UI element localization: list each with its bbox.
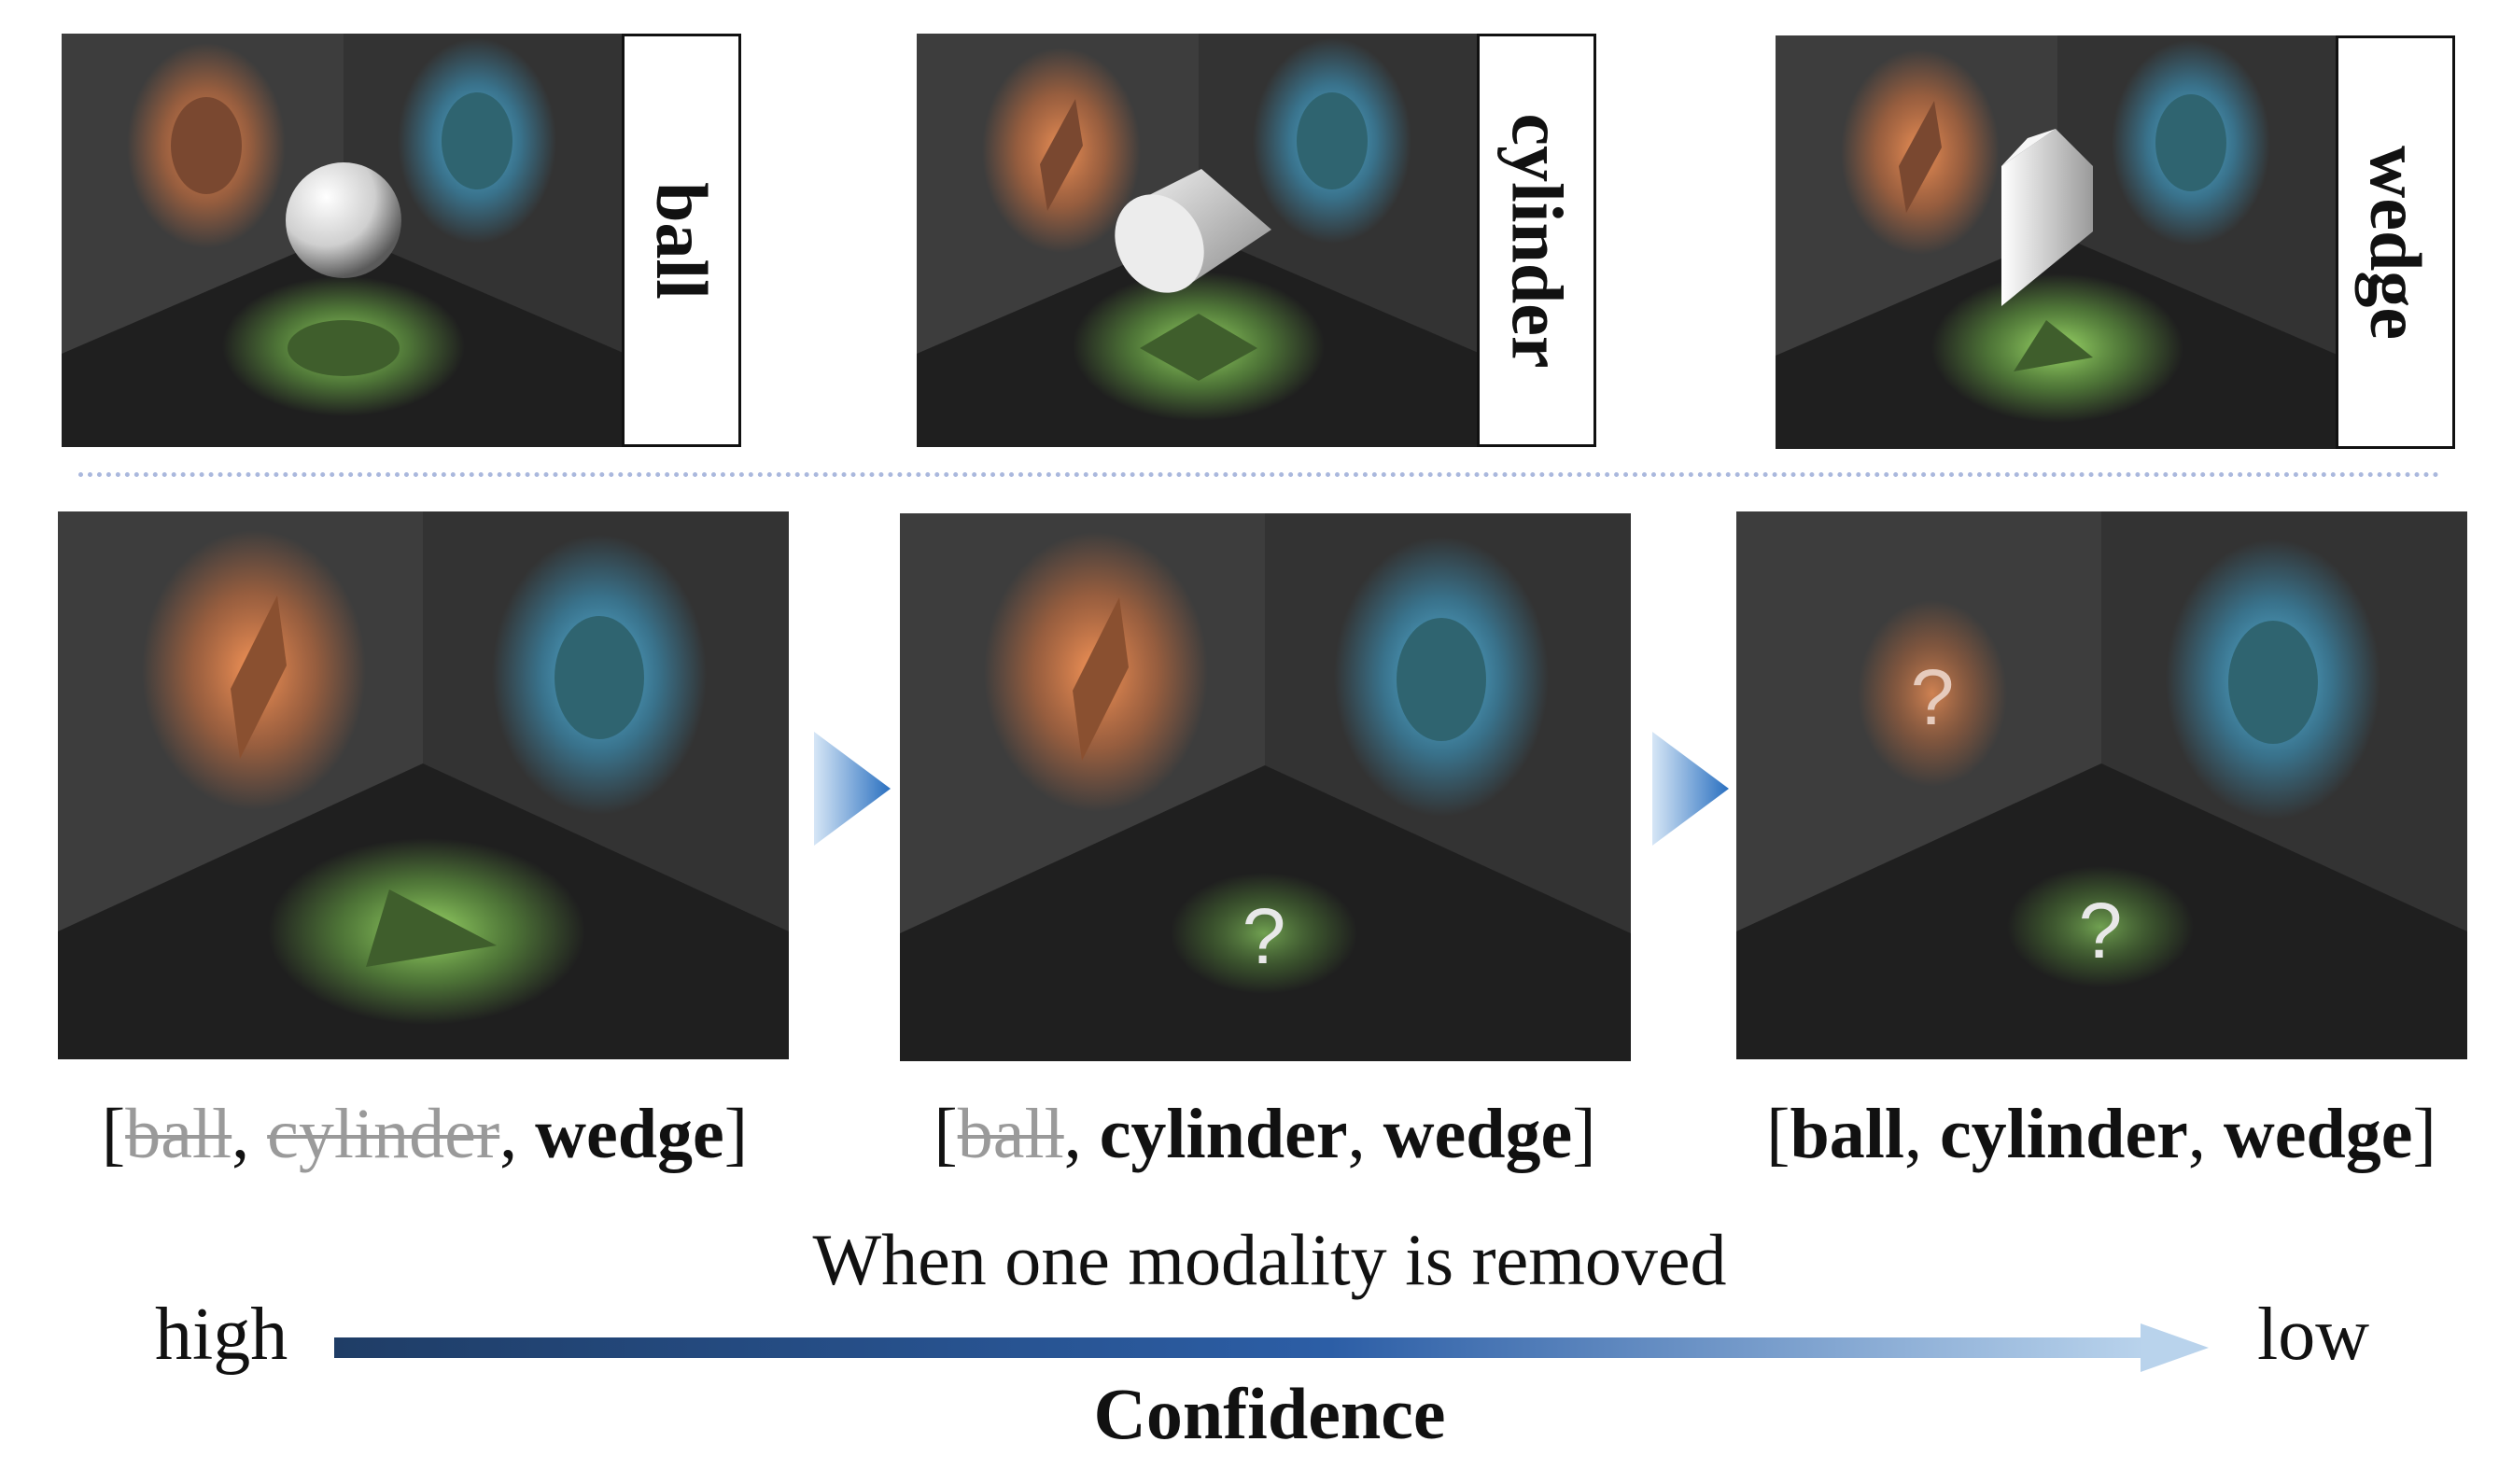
bottom-scene-3: ? ? [1736,511,2467,1059]
caption-3: [ball, cylinder, wedge] [1705,1083,2498,1185]
label-box-wedge: wedge [2336,35,2455,449]
scene-full-modalities [58,511,789,1059]
bracket-open: [ [934,1094,958,1173]
caption-item-wedge: wedge [1383,1094,1573,1173]
ball-object [286,162,401,278]
caption-item-wedge: wedge [2223,1094,2413,1173]
caption-item-ball: ball [125,1094,232,1173]
dotted-divider [78,472,2440,477]
blue-ellipse [2155,94,2226,191]
cylinder-object [1115,169,1271,293]
blue-ellipse [555,616,644,739]
green-triangle [366,889,497,967]
green-glow [2007,866,2194,987]
top-scene-ball [62,34,625,447]
green-unknown-mark: ? [1242,892,1286,980]
caption-item-cylinder: cylinder [1099,1094,1348,1173]
blue-ellipse [1397,618,1486,741]
scene-visual-removed: ? [900,513,1631,1061]
caption-item-ball: ball [1790,1094,1904,1173]
caption-1: [ball, cylinder, wedge] [37,1083,812,1185]
bracket-open: [ [101,1094,126,1173]
confidence-arrow [334,1322,2211,1374]
scene-cylinder-image [917,34,1481,447]
orange-rhombus [1073,597,1129,761]
label-box-ball: ball [622,34,741,447]
axis-label-low: low [2257,1294,2369,1376]
orange-ellipse [171,97,242,194]
orange-glow [1858,600,2007,787]
label-wedge: wedge [2355,145,2437,340]
bracket-close: ] [2412,1094,2436,1173]
blue-ellipse [2228,621,2318,744]
arrow-step-1 [810,728,894,849]
green-unknown-mark: ? [2079,887,2123,974]
bracket-open: [ [1766,1094,1790,1173]
caption-item-cylinder: cylinder [267,1094,500,1173]
green-rhombus [1140,314,1257,381]
top-scene-wedge [1776,35,2339,449]
bracket-close: ] [1572,1094,1596,1173]
caption-sep: , [232,1094,268,1173]
axis-title: When one modality is removed [812,1219,1727,1300]
caption-sep: , [2187,1094,2224,1173]
green-ellipse [288,320,400,376]
caption-sep: , [499,1094,536,1173]
caption-sep: , [1903,1094,1940,1173]
scene-wedge-image [1776,35,2339,449]
label-ball: ball [641,181,723,300]
orange-unknown-mark: ? [1911,653,1955,741]
orange-rhombus [1899,101,1942,213]
caption-2: [ball, cylinder, wedge] [877,1083,1652,1185]
blue-ellipse [1297,92,1368,189]
green-glow [1171,873,1357,994]
scene-ball-image [62,34,625,447]
caption-item-cylinder: cylinder [1939,1094,2188,1173]
label-box-cylinder: cylinder [1477,34,1596,447]
bracket-close: ] [723,1094,749,1173]
blue-ellipse [442,92,512,189]
axis-name-confidence: Confidence [1093,1373,1446,1454]
caption-sep: , [1347,1094,1383,1173]
caption-item-ball: ball [957,1094,1064,1173]
caption-item-wedge: wedge [535,1094,724,1173]
arrow-step-2 [1649,728,1733,849]
green-triangle [2014,320,2093,371]
orange-rhombus [231,595,287,759]
orange-rhombus [1040,99,1083,211]
label-cylinder: cylinder [1496,113,1578,368]
caption-sep: , [1063,1094,1100,1173]
top-scene-cylinder [917,34,1481,447]
scene-two-removed: ? ? [1736,511,2467,1059]
bottom-scene-1 [58,511,789,1059]
axis-label-high: high [155,1294,288,1376]
wedge-object [2001,129,2093,306]
bottom-scene-2: ? [900,513,1631,1061]
